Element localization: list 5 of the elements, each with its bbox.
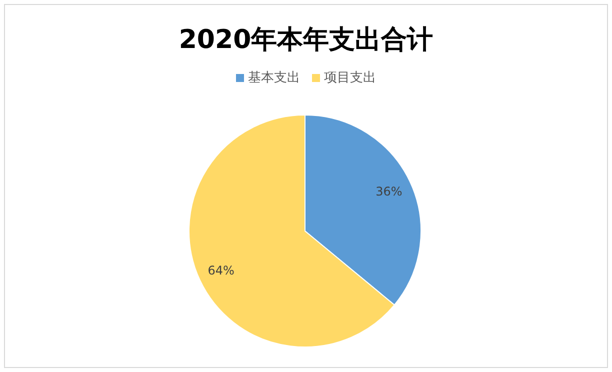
data-label: 36% — [376, 184, 402, 198]
legend-label: 基本支出 — [248, 70, 300, 86]
legend-label: 项目支出 — [324, 70, 376, 86]
data-label: 64% — [208, 264, 234, 278]
chart-title: 2020年本年支出合计 — [178, 25, 434, 55]
